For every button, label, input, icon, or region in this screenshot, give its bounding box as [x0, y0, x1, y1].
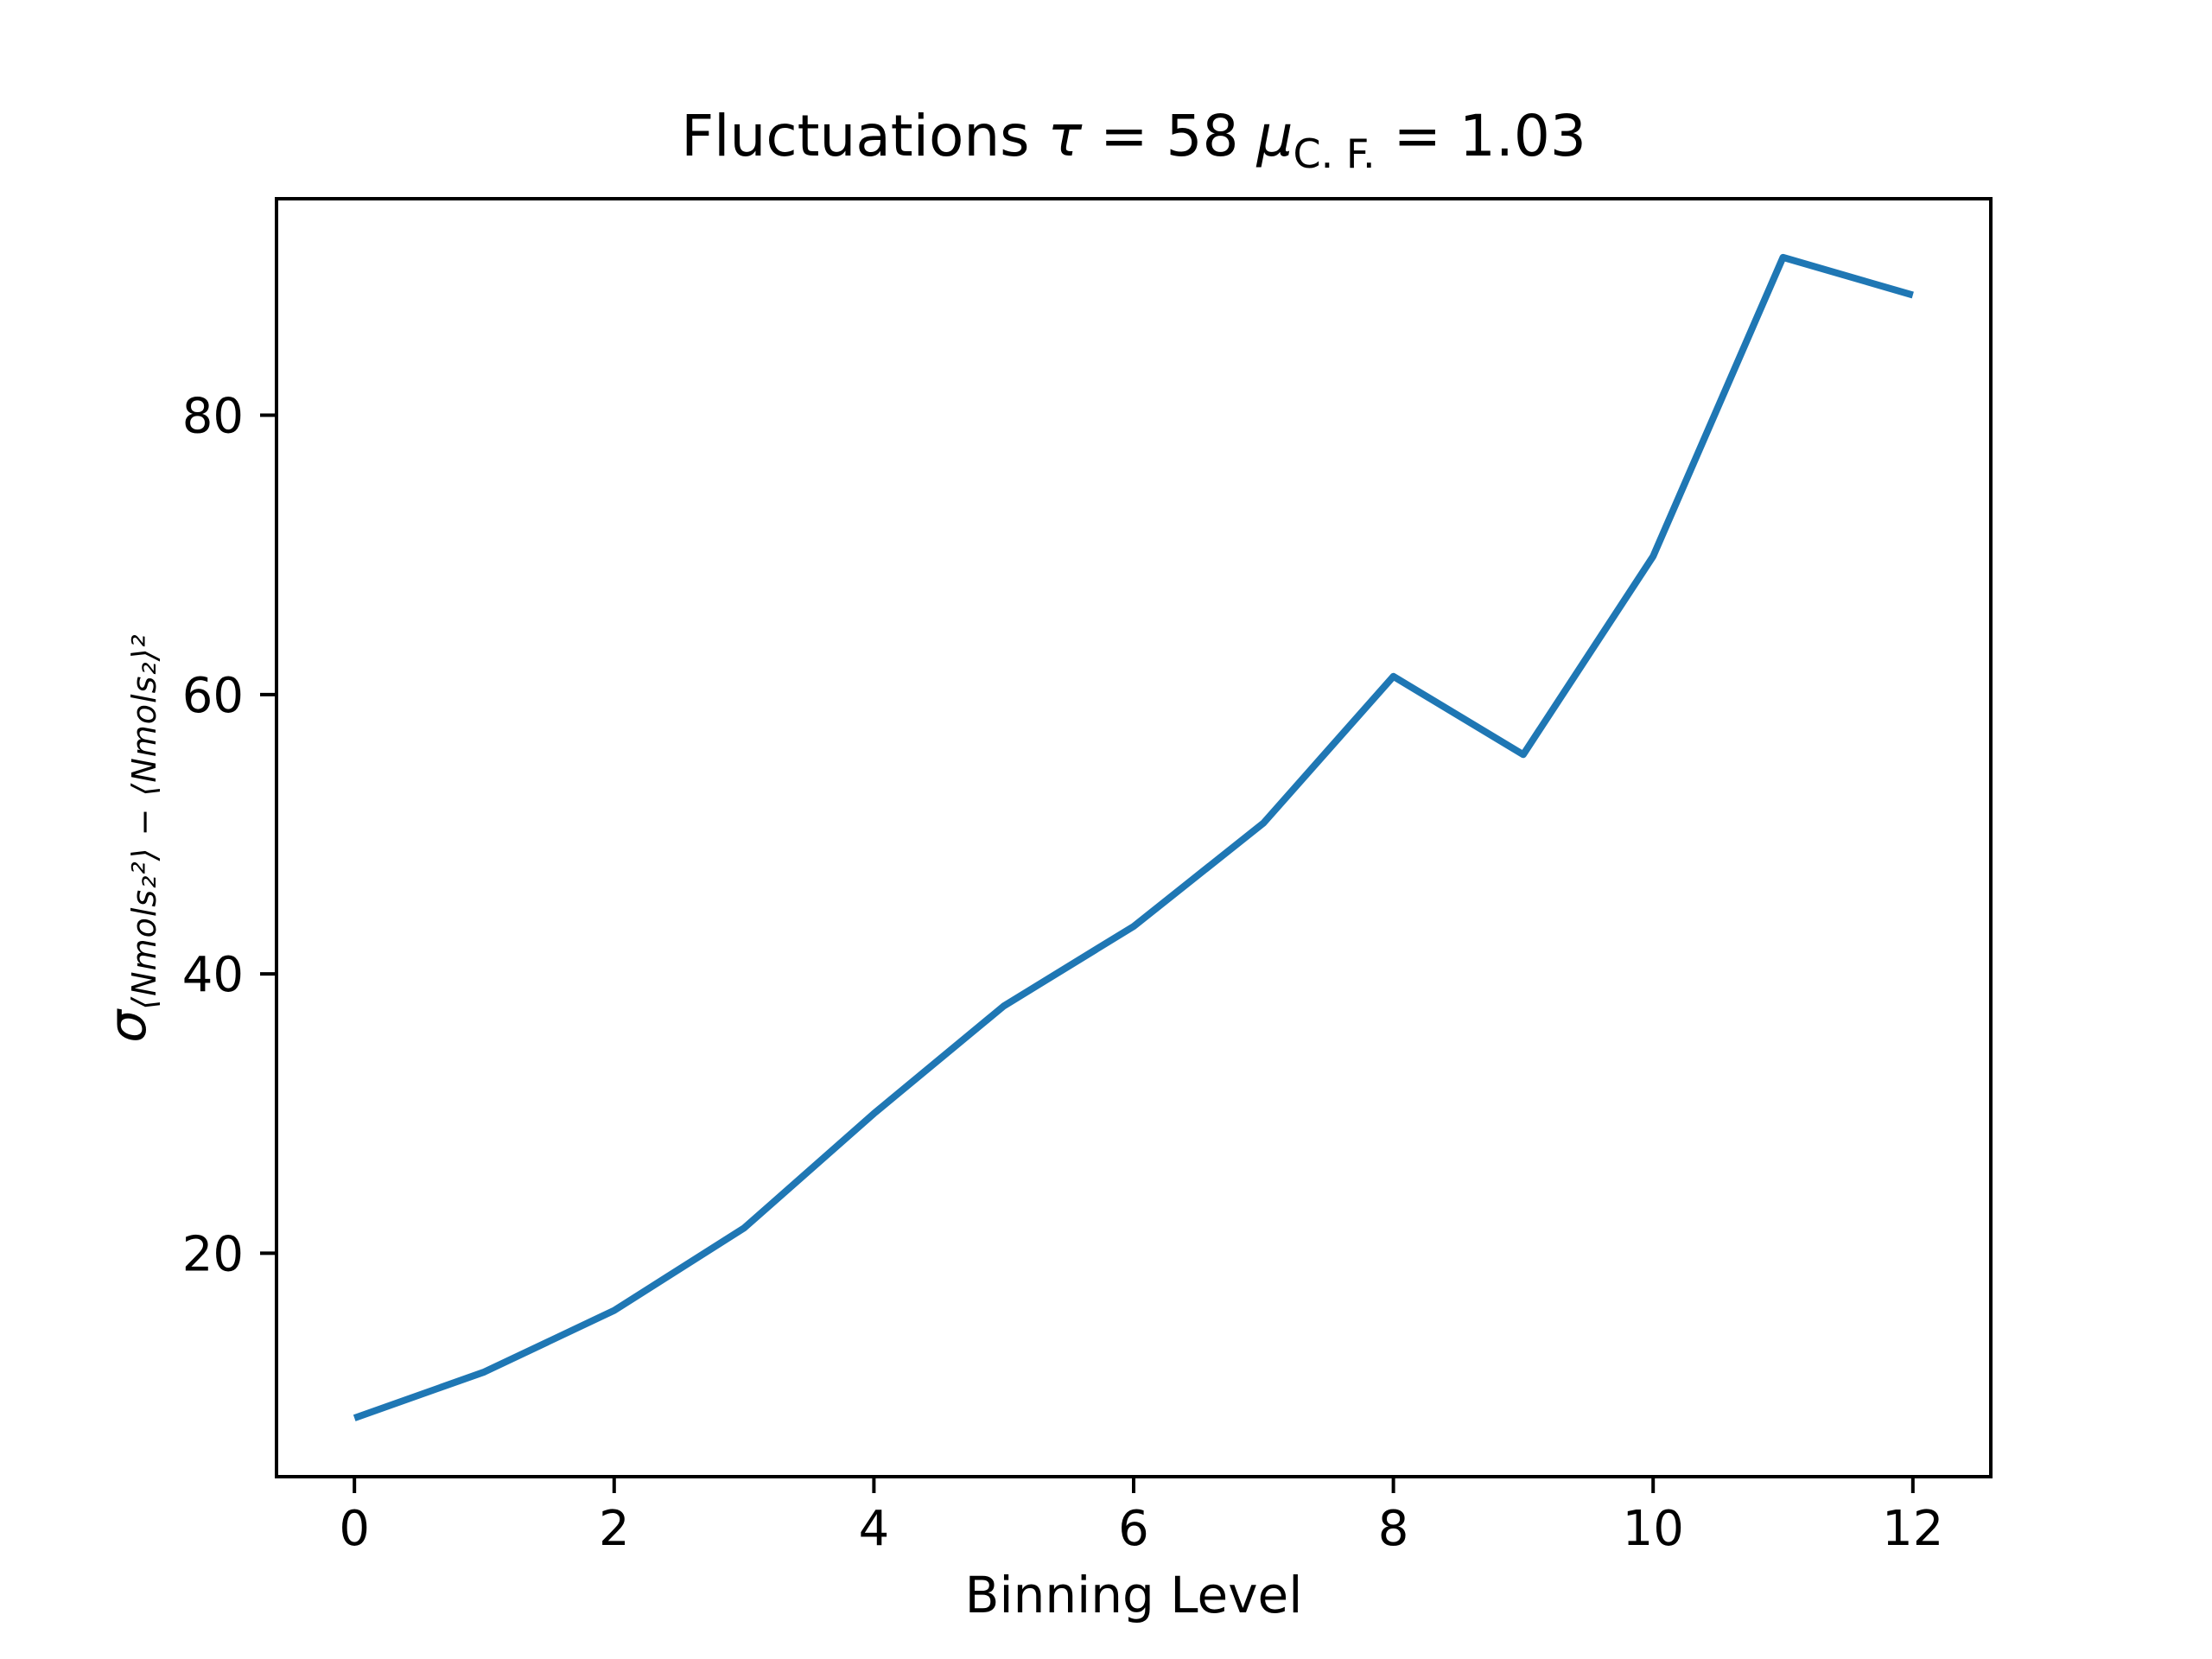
x-tick-label: 8 [1378, 1501, 1409, 1557]
title-eq2: = 1.03 [1375, 103, 1586, 169]
chart-title: Fluctuations τ = 58 μC. F. = 1.03 [276, 103, 1991, 175]
x-tick-label: 10 [1623, 1501, 1684, 1557]
y-tick-label: 60 [182, 668, 244, 724]
title-prefix: Fluctuations [681, 103, 1048, 169]
title-eq1: = 58 [1082, 103, 1257, 169]
x-tick-label: 0 [339, 1501, 370, 1557]
x-tick-label: 2 [599, 1501, 630, 1557]
x-tick-label: 4 [859, 1501, 890, 1557]
y-tick-label: 80 [182, 389, 244, 445]
x-axis-label: Binning Level [964, 1566, 1303, 1624]
title-mu-subscript: C. F. [1293, 130, 1376, 177]
axes-frame [275, 197, 1993, 1478]
x-tick-label: 12 [1882, 1501, 1943, 1557]
y-tick-label: 40 [182, 947, 244, 1003]
data-line [353, 253, 1914, 1421]
x-tick-label: 6 [1118, 1501, 1149, 1557]
title-tau-symbol: τ [1047, 103, 1083, 169]
title-mu-symbol: μ [1256, 103, 1294, 169]
y-tick-label: 20 [182, 1226, 244, 1282]
